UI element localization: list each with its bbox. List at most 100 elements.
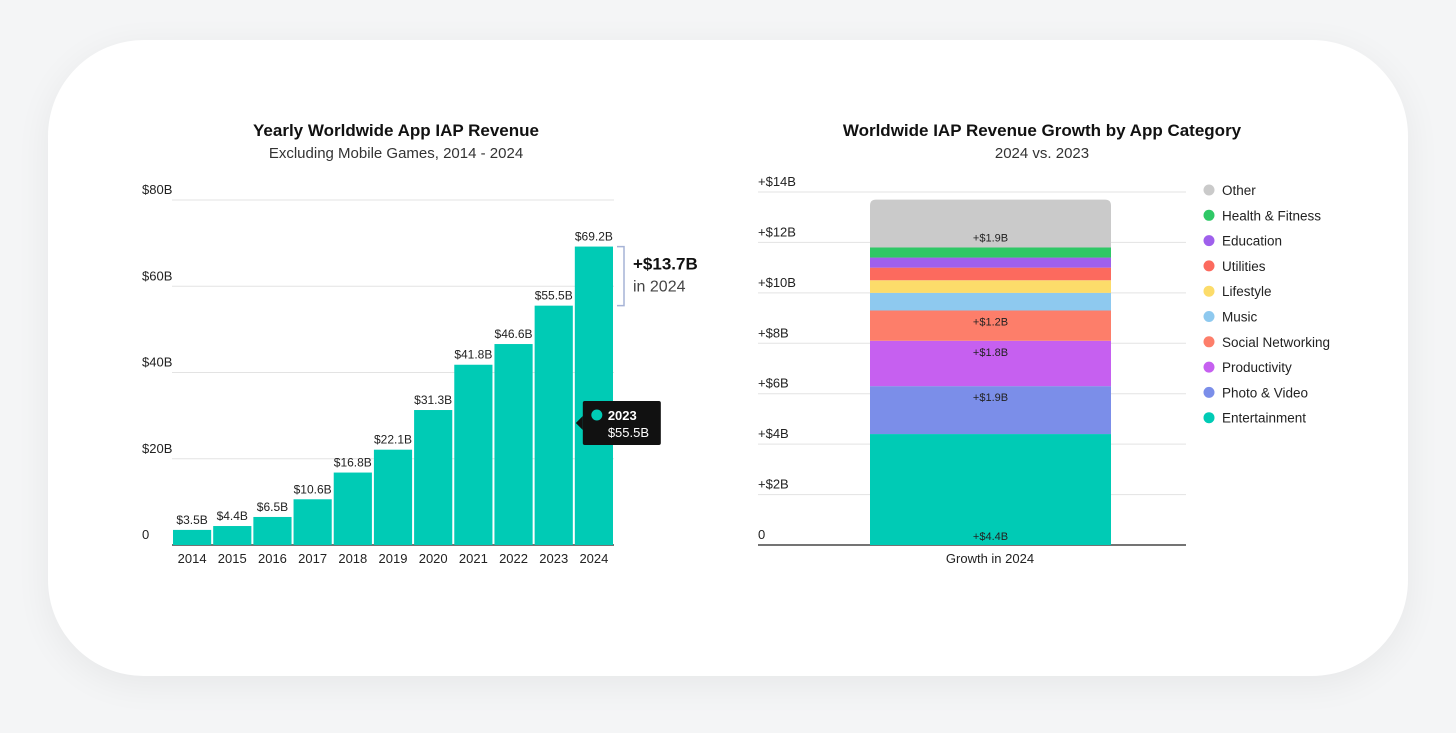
chart1-bar-value-label: $10.6B [294, 482, 332, 496]
chart1-x-tick-label: 2022 [499, 551, 528, 566]
legend-label: Music [1222, 310, 1258, 325]
chart1-bar[interactable] [454, 364, 493, 545]
legend-label: Entertainment [1222, 411, 1306, 426]
chart1-bar-value-label: $16.8B [334, 456, 372, 470]
chart1-annotation-value: +$13.7B [633, 255, 698, 274]
tooltip-pointer [575, 416, 583, 430]
chart1-x-tick-label: 2023 [539, 551, 568, 566]
legend-swatch [1203, 260, 1215, 272]
legend-label: Productivity [1222, 360, 1292, 375]
chart2-segment[interactable] [870, 386, 1111, 435]
chart2-segment[interactable] [870, 257, 1111, 268]
chart1-bar[interactable] [293, 499, 332, 545]
chart1-bar[interactable] [253, 516, 292, 545]
chart1-x-tick-label: 2017 [298, 551, 327, 566]
chart2-y-tick-label: 0 [758, 527, 765, 542]
chart1-bar-value-label: $41.8B [454, 348, 492, 362]
legend-swatch [1203, 184, 1215, 196]
chart2-segment[interactable] [870, 434, 1111, 545]
chart1-y-tick-label: $20B [142, 441, 172, 456]
chart2-segment[interactable] [870, 267, 1111, 281]
chart1-y-tick-label: 0 [142, 527, 149, 542]
legend-swatch [1203, 386, 1215, 398]
chart1-x-tick-label: 2019 [379, 551, 408, 566]
chart2-legend-item[interactable]: Education [1203, 234, 1283, 249]
chart1-bar[interactable] [494, 344, 533, 545]
legend-swatch [1203, 412, 1215, 424]
tooltip-background [582, 401, 661, 445]
chart1-y-tick-label: $60B [142, 268, 172, 283]
legend-label: Other [1222, 183, 1256, 198]
legend-swatch [1203, 336, 1215, 348]
chart2-y-tick-label: +$2B [758, 477, 789, 492]
chart1-bar[interactable] [373, 449, 413, 545]
chart1-bar-value-label: $31.3B [414, 393, 452, 407]
chart1-bar[interactable] [414, 410, 453, 545]
chart1-tooltip: 2023 $55.5B [575, 401, 661, 445]
chart2-segment-label: +$4.4B [973, 531, 1008, 543]
legend-label: Health & Fitness [1222, 208, 1321, 223]
chart2-legend-item[interactable]: Other [1203, 183, 1257, 198]
chart2-segment-label: +$1.9B [973, 392, 1008, 404]
legend-label: Social Networking [1222, 335, 1330, 350]
chart1-bar-value-label: $46.6B [495, 327, 533, 341]
chart1-bar-value-label: $3.5B [176, 513, 207, 527]
legend-label: Education [1222, 234, 1282, 249]
chart2-legend-item[interactable]: Lifestyle [1203, 284, 1272, 299]
chart2-segment-label: +$1.8B [973, 347, 1008, 359]
chart2-segment[interactable] [870, 247, 1111, 258]
chart1-subtitle: Excluding Mobile Games, 2014 - 2024 [269, 145, 523, 162]
chart2-legend-item[interactable]: Health & Fitness [1203, 208, 1322, 223]
chart1-bar-value-label: $55.5B [535, 289, 573, 303]
chart2-y-tick-label: +$12B [758, 224, 796, 239]
chart1-bar[interactable] [173, 529, 212, 545]
chart1-x-tick-label: 2014 [178, 551, 207, 566]
chart2-y-tick-label: +$8B [758, 325, 789, 340]
chart2-legend-item[interactable]: Music [1203, 310, 1258, 325]
category-growth-chart: Worldwide IAP Revenue Growth by App Cate… [758, 121, 1331, 566]
chart2-segment[interactable] [870, 340, 1111, 387]
chart2-legend-item[interactable]: Entertainment [1203, 411, 1307, 426]
chart1-bar[interactable] [574, 246, 613, 545]
chart1-x-tick-label: 2020 [419, 551, 448, 566]
tooltip-value: $55.5B [608, 425, 649, 440]
chart2-title: Worldwide IAP Revenue Growth by App Cate… [843, 121, 1242, 140]
legend-swatch [1203, 235, 1215, 247]
legend-label: Utilities [1222, 259, 1266, 274]
chart2-y-tick-label: +$4B [758, 426, 789, 441]
legend-swatch [1203, 361, 1215, 373]
chart2-segment[interactable] [870, 310, 1111, 341]
chart1-x-tick-label: 2021 [459, 551, 488, 566]
chart-card [48, 40, 1408, 676]
chart2-segment[interactable] [870, 199, 1111, 248]
chart1-bar-value-label: $6.5B [257, 500, 288, 514]
legend-swatch [1203, 311, 1215, 322]
legend-swatch [1203, 209, 1215, 221]
legend-label: Lifestyle [1222, 284, 1272, 299]
chart1-bar-value-label: $22.1B [374, 433, 412, 447]
chart1-y-tick-label: $40B [142, 355, 172, 370]
chart1-bar[interactable] [213, 526, 252, 545]
chart1-annotation-text: in 2024 [633, 279, 686, 296]
chart1-bar[interactable] [534, 305, 573, 545]
tooltip-category: 2023 [608, 408, 637, 423]
chart2-segment[interactable] [870, 292, 1111, 311]
chart2-legend-item[interactable]: Photo & Video [1203, 385, 1309, 400]
chart2-legend-item[interactable]: Productivity [1203, 360, 1293, 375]
chart1-x-tick-label: 2016 [258, 551, 287, 566]
chart2-category-label: Growth in 2024 [946, 551, 1034, 566]
yearly-revenue-chart: Yearly Worldwide App IAP Revenue Excludi… [142, 121, 698, 566]
chart2-legend-item[interactable]: Social Networking [1203, 335, 1331, 350]
chart2-y-tick-label: +$6B [758, 376, 789, 391]
chart2-segment-label: +$1.2B [973, 317, 1008, 329]
chart1-annotation-bracket [617, 245, 625, 307]
tooltip-series-dot [591, 409, 603, 421]
chart1-bar[interactable] [333, 472, 372, 545]
chart1-y-tick-label: $80B [142, 182, 172, 197]
chart2-segment[interactable] [870, 280, 1111, 293]
chart2-legend-item[interactable]: Utilities [1203, 259, 1266, 274]
chart1-bar-value-label: $4.4B [217, 509, 248, 523]
chart1-x-tick-label: 2018 [338, 551, 367, 566]
chart2-segment-label: +$1.9B [973, 233, 1008, 245]
chart1-x-tick-label: 2015 [218, 551, 247, 566]
